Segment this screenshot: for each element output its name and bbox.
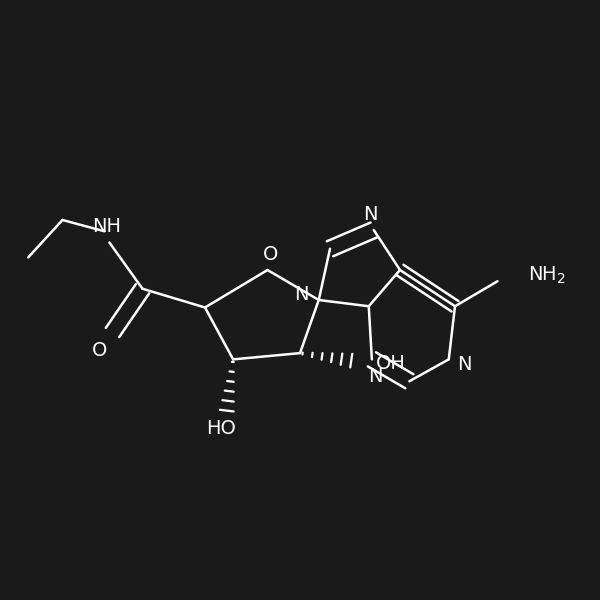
- Text: NH$_2$: NH$_2$: [527, 265, 565, 286]
- Text: O: O: [263, 245, 278, 264]
- Text: N: N: [294, 286, 308, 304]
- Text: N: N: [368, 367, 382, 386]
- Text: N: N: [457, 355, 472, 374]
- Text: N: N: [364, 205, 378, 224]
- Text: NH: NH: [92, 217, 121, 236]
- Text: O: O: [92, 340, 107, 359]
- Text: OH: OH: [376, 354, 406, 373]
- Text: HO: HO: [206, 419, 236, 437]
